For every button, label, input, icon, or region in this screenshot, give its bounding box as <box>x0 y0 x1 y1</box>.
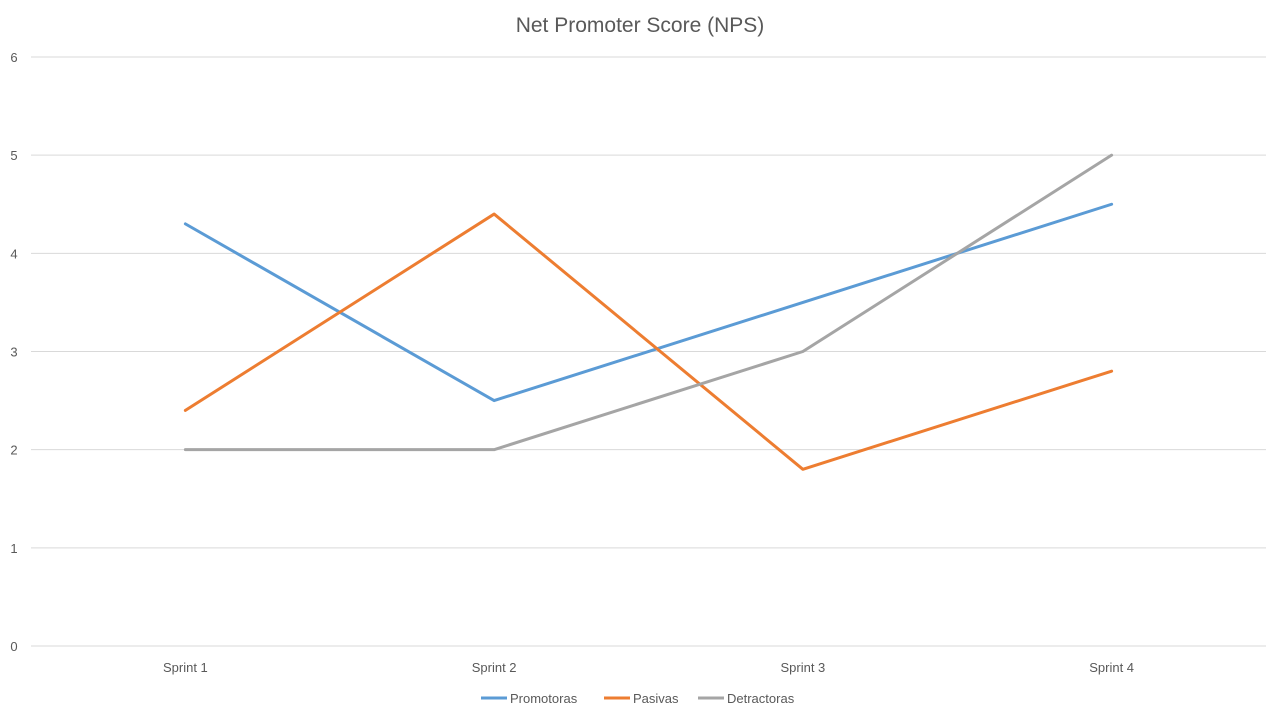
x-tick-label: Sprint 4 <box>1089 660 1134 675</box>
y-tick-label: 0 <box>10 639 17 654</box>
series-line-detractoras <box>183 153 1114 452</box>
series-line-promotoras <box>183 202 1114 403</box>
legend-label: Detractoras <box>727 691 795 706</box>
x-tick-label: Sprint 1 <box>163 660 208 675</box>
chart-title: Net Promoter Score (NPS) <box>516 14 765 37</box>
legend-label: Promotoras <box>510 691 578 706</box>
series-lines <box>183 153 1114 471</box>
y-tick-label: 3 <box>10 345 17 360</box>
x-tick-label: Sprint 3 <box>780 660 825 675</box>
y-tick-label: 5 <box>10 148 17 163</box>
y-tick-label: 1 <box>10 541 17 556</box>
y-tick-label: 2 <box>10 443 17 458</box>
y-tick-label: 4 <box>10 246 17 261</box>
series-line-pasivas <box>183 212 1114 471</box>
x-tick-label: Sprint 2 <box>472 660 517 675</box>
legend-label: Pasivas <box>633 691 679 706</box>
y-axis-tick-labels: 0 1 2 3 4 5 6 <box>10 50 17 654</box>
x-axis-tick-labels: Sprint 1 Sprint 2 Sprint 3 Sprint 4 <box>163 660 1134 675</box>
y-tick-label: 6 <box>10 50 17 65</box>
legend: Promotoras Pasivas Detractoras <box>481 691 795 706</box>
